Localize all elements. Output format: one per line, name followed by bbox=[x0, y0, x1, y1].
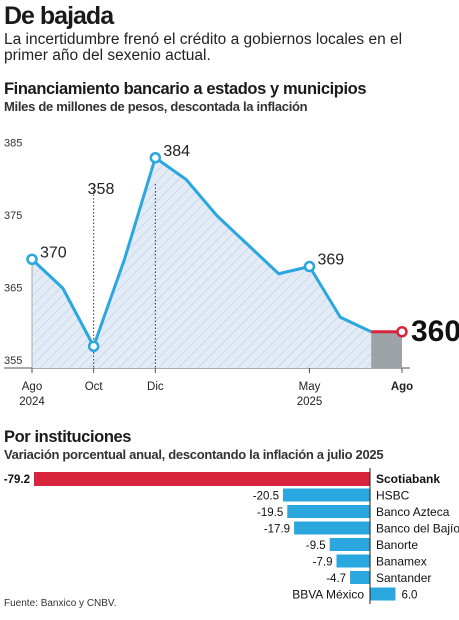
bar bbox=[329, 538, 370, 551]
bar-value-label: -9.5 bbox=[306, 540, 326, 552]
bar bbox=[294, 521, 370, 535]
data-point-marker bbox=[87, 340, 100, 352]
bar-value-label: -19.5 bbox=[257, 507, 283, 519]
bar-chart-title: Por instituciones bbox=[4, 428, 132, 446]
area-fill bbox=[32, 157, 372, 368]
data-point-marker bbox=[26, 253, 38, 265]
bar bbox=[34, 472, 370, 486]
area-highlight bbox=[371, 331, 402, 368]
bar-category-label: BBVA México bbox=[292, 588, 364, 602]
series-line bbox=[30, 156, 372, 348]
y-tick-label: 355 bbox=[4, 355, 22, 367]
bar-category-label: Banco Azteca bbox=[376, 505, 450, 519]
value-label: 358 bbox=[88, 181, 115, 198]
bar bbox=[336, 554, 370, 568]
bar-value-label: 6.0 bbox=[401, 590, 417, 602]
data-point-marker bbox=[149, 152, 162, 164]
y-tick-label: 375 bbox=[4, 210, 22, 222]
x-tick-label-year: 2025 bbox=[297, 396, 323, 408]
value-label: 369 bbox=[318, 252, 345, 269]
data-point-marker bbox=[396, 326, 408, 338]
x-tick-label: Oct bbox=[85, 381, 104, 393]
x-tick-label: May bbox=[299, 381, 321, 393]
data-point-marker bbox=[303, 260, 316, 273]
headline: De bajada bbox=[4, 2, 114, 30]
dek: La incertidumbre frenó el crédito a gobi… bbox=[4, 31, 403, 64]
bar bbox=[287, 505, 370, 518]
bar-category-label: Scotiabank bbox=[376, 472, 440, 486]
bar-chart: -79.2 Scotiabank -20.5 HSBC -19.5 Banco Aztec… bbox=[4, 468, 459, 604]
x-tick-label: Dic bbox=[147, 381, 164, 393]
bar-category-label: HSBC bbox=[376, 489, 410, 503]
x-tick-label: Ago bbox=[22, 381, 42, 393]
bar bbox=[350, 571, 370, 584]
y-tick-label: 365 bbox=[4, 283, 22, 295]
x-tick-label: Ago bbox=[391, 381, 413, 393]
line-chart-title: Financiamiento bancario a estados y muni… bbox=[4, 80, 367, 98]
bar-category-label: Banamex bbox=[376, 555, 427, 569]
bar-value-label: -79.2 bbox=[4, 474, 30, 486]
bar-value-label: -7.9 bbox=[313, 557, 333, 569]
bar-category-label: Banorte bbox=[376, 538, 418, 552]
bar-value-label: -4.7 bbox=[326, 573, 346, 585]
value-label-current: 360 bbox=[411, 315, 459, 348]
line-chart: 355 365 375 385 370 358 384 369 360 Ago 2024 Oct Dic… bbox=[4, 138, 459, 408]
value-label: 384 bbox=[163, 143, 190, 160]
bar-value-label: -17.9 bbox=[264, 524, 290, 536]
bar-category-label: Banco del Bajío bbox=[376, 522, 459, 536]
source-note: Fuente: Banxico y CNBV. bbox=[4, 598, 117, 609]
y-tick-label: 385 bbox=[4, 138, 22, 150]
x-tick-label-year: 2024 bbox=[19, 396, 45, 408]
bar bbox=[370, 587, 396, 601]
value-label: 370 bbox=[40, 244, 67, 261]
bar-value-label: -20.5 bbox=[253, 491, 279, 503]
bar-chart-subtitle: Variación porcentual anual, descontando … bbox=[4, 447, 384, 462]
bar-category-label: Santander bbox=[376, 571, 431, 585]
line-chart-subtitle: Miles de millones de pesos, descontada l… bbox=[4, 99, 308, 114]
bar bbox=[283, 488, 370, 502]
